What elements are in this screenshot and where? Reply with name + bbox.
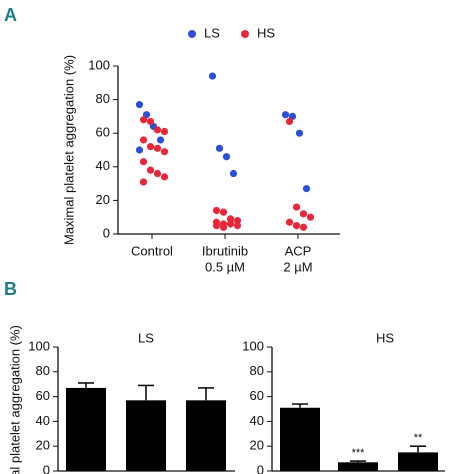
data-point <box>212 222 221 230</box>
data-point <box>285 117 294 126</box>
data-point <box>299 210 308 218</box>
legend-marker <box>241 30 249 38</box>
chart-title: HS <box>376 330 394 345</box>
y-tick-label: 80 <box>36 363 50 378</box>
data-point <box>139 158 148 166</box>
data-point <box>146 143 155 151</box>
bar <box>126 400 166 471</box>
bar <box>280 407 320 471</box>
data-point <box>160 173 169 181</box>
data-point <box>153 126 162 134</box>
data-point <box>219 223 228 231</box>
y-tick-label: 0 <box>257 462 264 474</box>
y-tick-label: 20 <box>36 438 50 453</box>
data-point <box>153 144 162 152</box>
data-point <box>135 146 144 154</box>
data-point <box>215 144 224 152</box>
y-tick-label: 40 <box>96 158 110 173</box>
bar <box>338 462 378 471</box>
y-tick-label: 80 <box>96 91 110 106</box>
y-tick-label: 0 <box>43 462 50 474</box>
panel-label: A <box>4 5 17 25</box>
legend-label: HS <box>257 25 275 40</box>
y-tick-label: 80 <box>250 363 264 378</box>
y-tick-label: 40 <box>250 413 264 428</box>
data-point <box>222 153 231 161</box>
bar <box>186 400 226 471</box>
x-tick-label: Control <box>131 243 173 258</box>
data-point <box>233 216 242 225</box>
y-tick-label: 60 <box>250 388 264 403</box>
y-tick-label: 60 <box>36 388 50 403</box>
data-point <box>226 220 235 228</box>
bar <box>398 452 438 471</box>
significance: *** <box>352 447 366 459</box>
y-axis-label: Maximal platelet aggregation (%) <box>61 55 76 245</box>
bar <box>66 387 106 471</box>
data-point <box>285 218 294 226</box>
data-point <box>156 136 165 144</box>
x-tick-label: Ibrutinib <box>202 243 248 258</box>
data-point <box>160 127 169 136</box>
y-tick-label: 100 <box>242 338 264 353</box>
data-point <box>135 101 144 109</box>
data-point <box>281 111 290 119</box>
y-tick-label: 100 <box>88 57 110 72</box>
data-point <box>226 215 235 223</box>
legend-label: LS <box>204 25 220 40</box>
data-point <box>139 136 148 144</box>
y-tick-label: 20 <box>96 192 110 207</box>
chart-title: LS <box>138 330 154 345</box>
y-tick-label: 100 <box>28 338 50 353</box>
y-tick-label: 60 <box>96 125 110 140</box>
data-point <box>306 213 315 221</box>
y-tick-label: 0 <box>103 225 110 240</box>
data-point <box>302 185 311 193</box>
data-point <box>292 203 301 211</box>
data-point <box>146 166 155 174</box>
x-tick-label: ACP <box>285 243 312 258</box>
data-point <box>160 148 169 156</box>
legend-marker <box>188 30 196 38</box>
data-point <box>233 222 242 230</box>
y-tick-label: 20 <box>250 438 264 453</box>
y-axis-label: al platelet aggregation (%) <box>7 325 22 474</box>
data-point <box>299 223 308 231</box>
data-point <box>139 116 148 124</box>
x-tick-label: 0.5 µM <box>205 259 245 274</box>
data-point <box>229 169 238 178</box>
data-point <box>212 206 221 215</box>
data-point <box>208 72 217 80</box>
data-point <box>292 222 301 230</box>
x-tick-label: 2 µM <box>283 259 312 274</box>
significance: ** <box>414 432 423 444</box>
data-point <box>295 129 304 137</box>
data-point <box>146 117 155 126</box>
panel-label: B <box>4 279 17 299</box>
data-point <box>153 169 162 178</box>
data-point <box>139 178 148 186</box>
y-tick-label: 40 <box>36 413 50 428</box>
data-point <box>219 208 228 216</box>
